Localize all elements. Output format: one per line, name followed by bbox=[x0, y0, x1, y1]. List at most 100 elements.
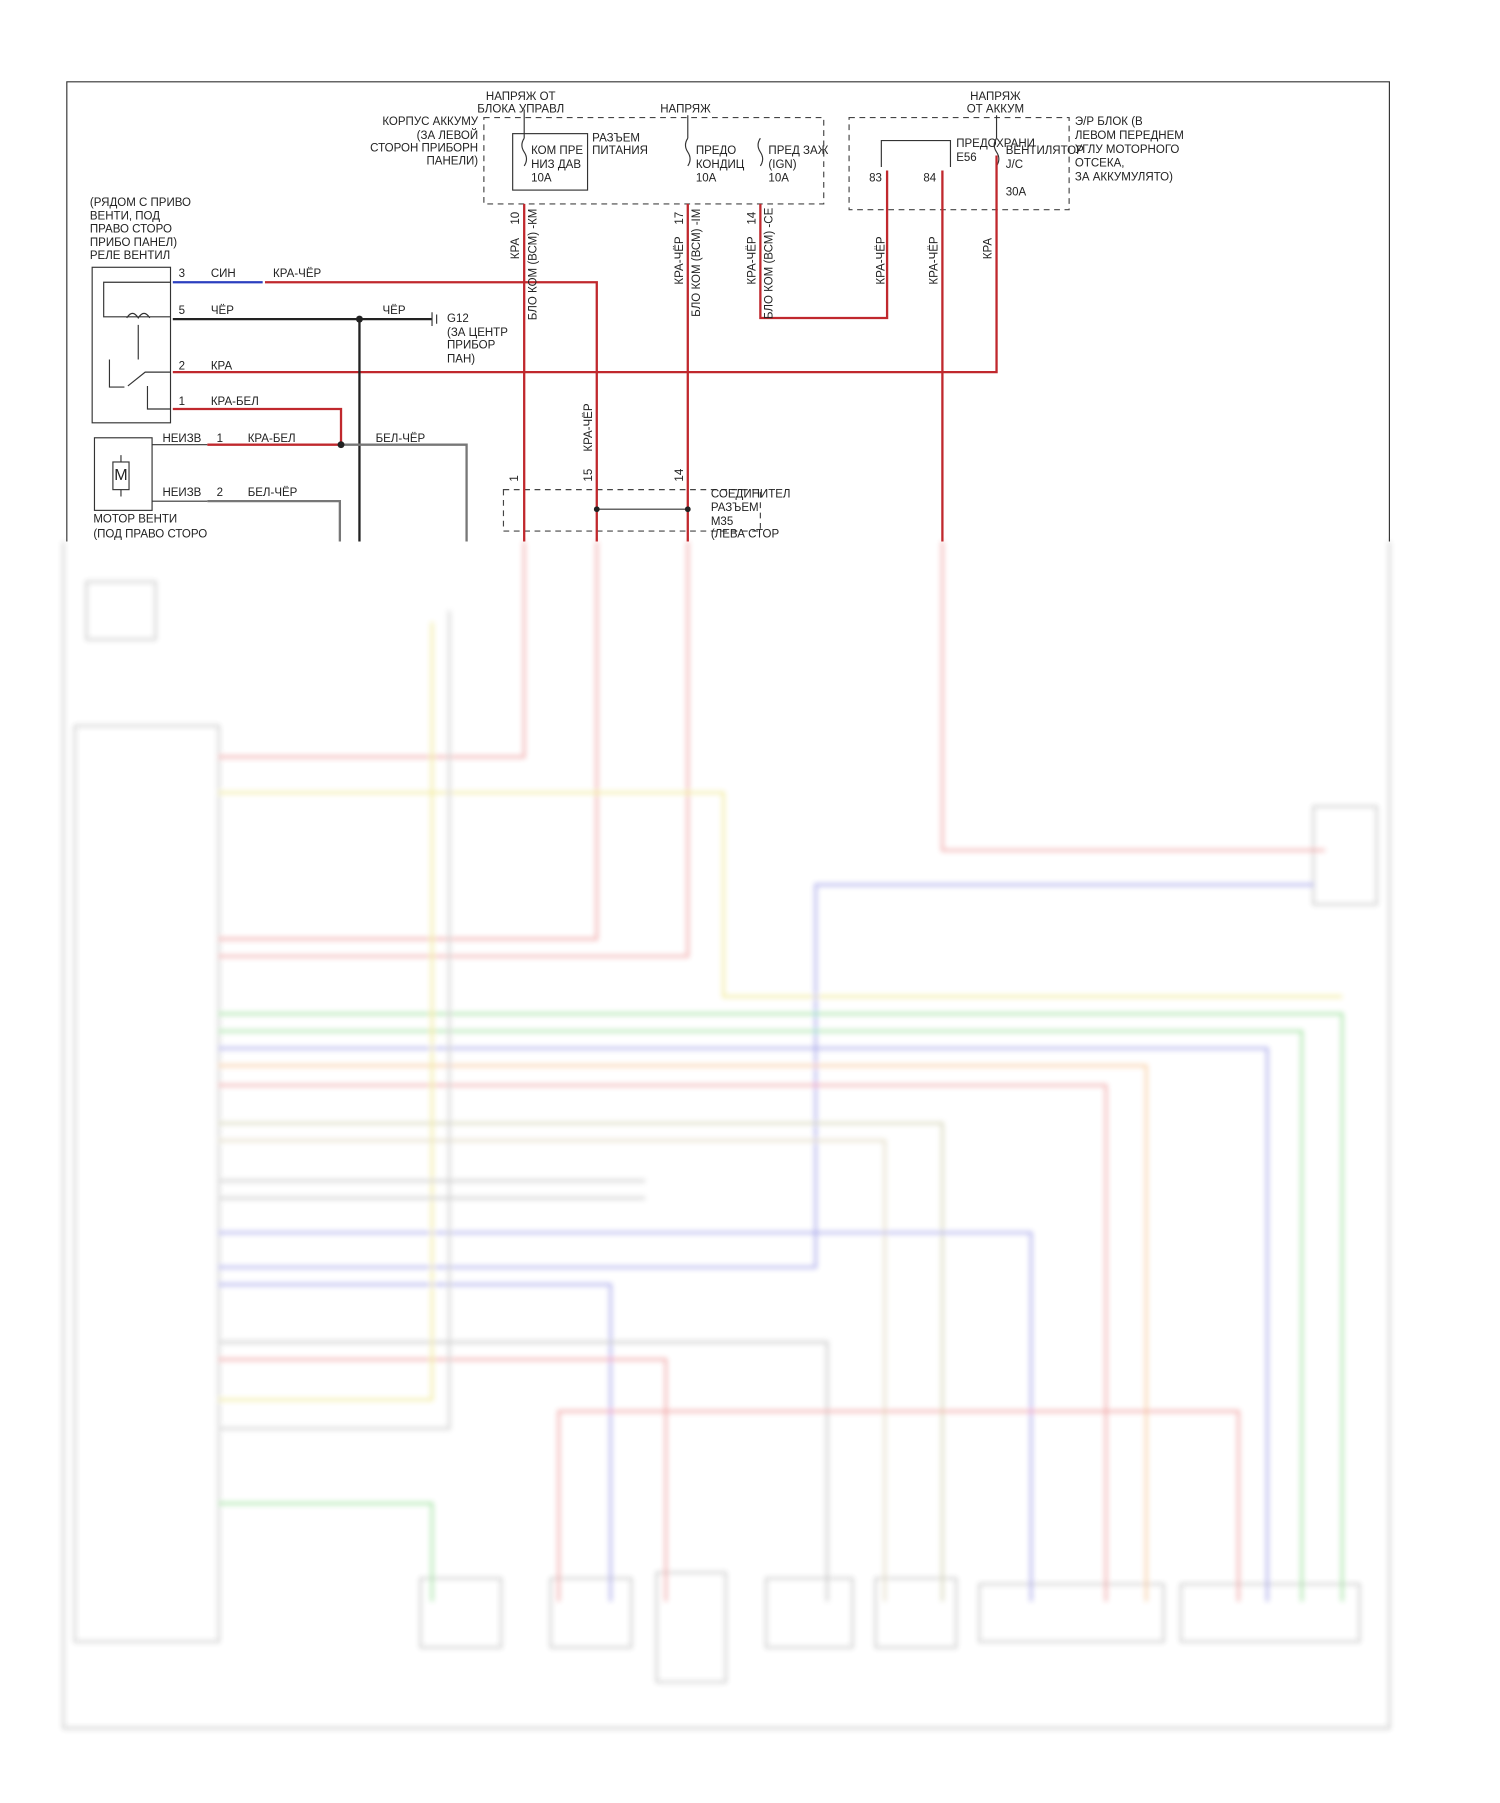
label: РЕЛЕ ВЕНТИЛ bbox=[90, 250, 170, 262]
wire bbox=[941, 541, 1325, 852]
label: M35 bbox=[711, 516, 733, 528]
wire bbox=[218, 1139, 886, 1602]
label: УГЛУ МОТОРНОГО bbox=[1075, 144, 1180, 156]
label: ВЕНТИ, ПОД bbox=[90, 211, 160, 223]
label: НЕИЗВ bbox=[162, 433, 201, 445]
label: НАПРЯЖ bbox=[660, 103, 711, 115]
label: ЗА АККУМУЛЯТО) bbox=[1075, 171, 1173, 183]
label: 14 bbox=[746, 211, 758, 224]
splice bbox=[593, 506, 600, 513]
label: СИН bbox=[211, 268, 236, 280]
wire bbox=[557, 1410, 1240, 1602]
label: КРА-ЧЁР bbox=[746, 236, 758, 284]
label: (ЗА ЛЕВОЙ bbox=[417, 129, 478, 142]
label: БЛОКА УПРАВЛ bbox=[477, 103, 564, 115]
label: БЕЛ-ЧЁР bbox=[376, 433, 426, 445]
label: M bbox=[114, 466, 127, 484]
label: 30A bbox=[1006, 186, 1027, 198]
blurred-section bbox=[62, 541, 1390, 1729]
motor bbox=[93, 437, 153, 511]
label: БЛО КОМ (ВСМ) -КМ bbox=[527, 209, 539, 321]
label: МОТОР ВЕНТИ bbox=[93, 514, 177, 526]
label: СТОРОН ПРИБОРН bbox=[370, 143, 478, 155]
label: 1 bbox=[217, 433, 223, 445]
label: РАЗЪЕМ bbox=[711, 502, 759, 514]
wires bbox=[172, 155, 998, 542]
label: КРА bbox=[211, 360, 233, 372]
module bbox=[74, 725, 220, 1643]
label: ПРИБО ПАНЕЛ) bbox=[90, 237, 177, 249]
motor-leads bbox=[120, 444, 208, 502]
label: 5 bbox=[179, 305, 185, 317]
wire bbox=[218, 1084, 1108, 1602]
label: ЛЕВОМ ПЕРЕДНЕМ bbox=[1075, 130, 1184, 142]
component bbox=[419, 1577, 502, 1649]
component bbox=[1312, 805, 1378, 905]
label: ПРЕДОХРАНИ bbox=[956, 138, 1035, 150]
label: РАЗЪЕМ bbox=[592, 132, 640, 144]
label: 15 bbox=[583, 469, 595, 482]
label: ВЕНТИЛЯТОР bbox=[1006, 145, 1084, 157]
label: ПАН) bbox=[447, 353, 475, 365]
label: ПИТАНИЯ bbox=[592, 145, 648, 157]
label: КОМ ПРЕ bbox=[531, 145, 583, 157]
wire bbox=[218, 1012, 1344, 1602]
label: 1 bbox=[509, 475, 521, 481]
label: (ЛЕВА СТОР bbox=[711, 529, 780, 541]
label: КРА-ЧЁР bbox=[875, 236, 887, 284]
label: 84 bbox=[923, 173, 936, 185]
label: Э/Р БЛОК (В bbox=[1075, 116, 1143, 128]
frame bbox=[62, 541, 1390, 1729]
label: G12 bbox=[447, 313, 469, 325]
label: 10A bbox=[531, 173, 552, 185]
component bbox=[765, 1577, 854, 1649]
wire bbox=[218, 541, 689, 958]
label: ЧЁР bbox=[382, 305, 405, 317]
label: E56 bbox=[956, 152, 977, 164]
label: КРА bbox=[983, 238, 995, 260]
label: БЛО КОМ (ВСМ) -IM bbox=[691, 209, 703, 317]
wire bbox=[264, 281, 598, 542]
wire bbox=[172, 407, 343, 445]
component bbox=[550, 1577, 632, 1649]
label: ПРАВО СТОРО bbox=[90, 223, 172, 235]
component bbox=[85, 581, 157, 640]
wire bbox=[218, 622, 434, 1401]
label: КРА-ЧЁР bbox=[674, 236, 686, 284]
label: КРА-ЧЁР bbox=[273, 268, 321, 280]
wire bbox=[218, 1047, 1269, 1602]
wire bbox=[218, 541, 526, 759]
label: БЛО КОМ (ВСМ) -СЕ bbox=[764, 207, 776, 319]
label: КОНДИЦ bbox=[696, 159, 745, 171]
label: (ПОД ПРАВО СТОРО bbox=[93, 529, 207, 541]
label: НИЗ ДАВ bbox=[531, 159, 581, 171]
label: 2 bbox=[179, 360, 185, 372]
label: КРА-ЧЁР bbox=[928, 236, 940, 284]
wire bbox=[218, 1341, 829, 1602]
label: КОРПУС АККУМУ bbox=[382, 116, 478, 128]
wire bbox=[341, 443, 468, 542]
component bbox=[656, 1572, 727, 1683]
label: (РЯДОМ С ПРИВО bbox=[90, 197, 191, 209]
wire bbox=[218, 610, 451, 1430]
splice bbox=[684, 506, 691, 513]
wire bbox=[218, 883, 1314, 1269]
component bbox=[875, 1577, 957, 1649]
wire bbox=[218, 1358, 668, 1602]
wire bbox=[172, 155, 998, 374]
wire bbox=[218, 791, 1343, 998]
label: ЧЁР bbox=[211, 305, 234, 317]
wire bbox=[218, 1231, 1033, 1602]
wire bbox=[218, 1502, 434, 1602]
ground bbox=[431, 312, 438, 327]
label: КРА-БЕЛ bbox=[211, 396, 259, 408]
fuse-box bbox=[512, 133, 589, 191]
component bbox=[978, 1583, 1165, 1643]
label: J/C bbox=[1006, 159, 1023, 171]
label: ОТСЕКА, bbox=[1075, 158, 1125, 170]
splice bbox=[337, 441, 345, 449]
label: ПРЕДО bbox=[696, 145, 736, 157]
connector-m35 bbox=[502, 489, 761, 532]
wire bbox=[759, 170, 889, 320]
relay-internals bbox=[103, 281, 171, 410]
